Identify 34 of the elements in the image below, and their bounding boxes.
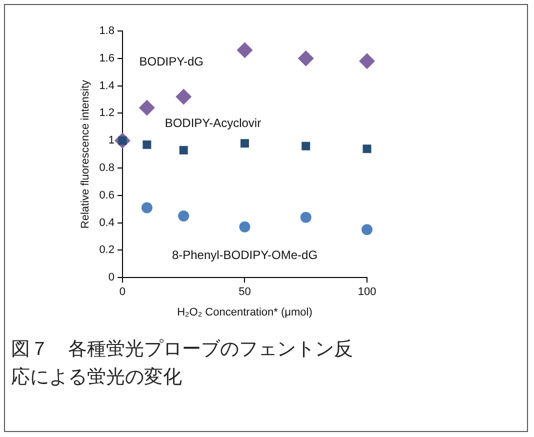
y-tick-label: 1.4 — [99, 80, 114, 92]
x-axis-title: H₂O₂ Concentration* (μmol) — [177, 306, 312, 318]
point — [362, 144, 372, 154]
x-tick-label: 0 — [119, 286, 126, 298]
x-tick-label: 50 — [238, 286, 251, 298]
point — [239, 221, 250, 232]
point — [179, 146, 188, 154]
y-tick-label: 0.4 — [99, 216, 114, 229]
text: BODIPY-dG — [139, 54, 204, 68]
caption: 図７ 各種蛍光プローブのフェントン反応による蛍光の変化 — [11, 337, 354, 390]
y-tick-label: 0 — [108, 272, 114, 284]
point — [236, 42, 253, 58]
point — [138, 100, 155, 116]
point — [176, 88, 192, 105]
y-tick-label: 1.6 — [99, 52, 114, 64]
point — [141, 202, 152, 214]
y-axis-title: Relative fluorescence intensity — [80, 80, 92, 229]
point — [302, 142, 310, 150]
y-tick-label: 1.2 — [99, 107, 114, 120]
y-tick-label: 0.2 — [99, 244, 114, 256]
point — [298, 50, 314, 66]
point — [362, 224, 372, 236]
y-tick-label: 0.6 — [99, 189, 114, 202]
x-tick-label: 100 — [358, 286, 376, 298]
point — [359, 53, 375, 70]
series-label: BODIPY-Acyclovir — [164, 116, 262, 130]
y-tick-label: 0.8 — [99, 162, 114, 174]
point — [178, 210, 190, 222]
y-tick-label: 1.8 — [99, 25, 114, 38]
point — [142, 140, 152, 149]
y-tick-label: 1 — [108, 134, 114, 147]
point — [240, 139, 249, 148]
point — [300, 212, 312, 223]
series-label: 8-Phenyl-BODIPY-OMe-dG — [172, 248, 318, 262]
